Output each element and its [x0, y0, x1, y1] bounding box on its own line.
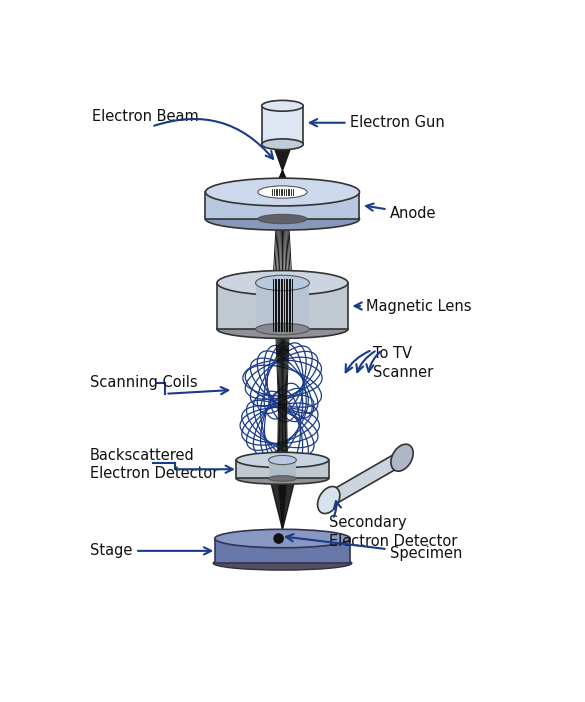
- Text: Electron Gun: Electron Gun: [310, 115, 445, 131]
- Ellipse shape: [258, 186, 307, 198]
- Text: Electron Beam: Electron Beam: [91, 109, 198, 124]
- Text: Magnetic Lens: Magnetic Lens: [355, 298, 471, 314]
- Ellipse shape: [256, 324, 309, 335]
- Ellipse shape: [205, 208, 360, 230]
- Ellipse shape: [269, 456, 297, 465]
- Ellipse shape: [217, 320, 348, 338]
- Ellipse shape: [318, 486, 340, 514]
- Ellipse shape: [261, 100, 303, 111]
- Text: To TV
Scanner: To TV Scanner: [373, 346, 433, 380]
- Bar: [217, 283, 348, 329]
- Bar: [256, 283, 309, 329]
- Text: Scanning Coils: Scanning Coils: [90, 376, 198, 390]
- Text: Backscattered
Electron Detector: Backscattered Electron Detector: [90, 448, 218, 482]
- Text: Stage: Stage: [90, 543, 211, 558]
- Ellipse shape: [205, 178, 360, 206]
- Ellipse shape: [269, 476, 297, 482]
- Ellipse shape: [213, 556, 352, 570]
- Bar: [261, 106, 303, 145]
- Bar: [269, 460, 297, 479]
- Bar: [205, 192, 360, 219]
- Ellipse shape: [258, 214, 307, 224]
- Ellipse shape: [217, 270, 348, 296]
- Text: Anode: Anode: [366, 204, 437, 221]
- Polygon shape: [271, 140, 293, 171]
- Polygon shape: [270, 479, 295, 529]
- Ellipse shape: [215, 529, 350, 548]
- Ellipse shape: [256, 275, 309, 291]
- Bar: [215, 538, 350, 563]
- Text: Specimen: Specimen: [286, 534, 463, 562]
- Polygon shape: [322, 446, 409, 512]
- Text: Secondary
Electron Detector: Secondary Electron Detector: [329, 515, 457, 549]
- Ellipse shape: [236, 452, 329, 468]
- Ellipse shape: [236, 472, 329, 484]
- Circle shape: [274, 534, 283, 543]
- Ellipse shape: [261, 139, 303, 150]
- Bar: [236, 460, 329, 479]
- Ellipse shape: [391, 444, 413, 471]
